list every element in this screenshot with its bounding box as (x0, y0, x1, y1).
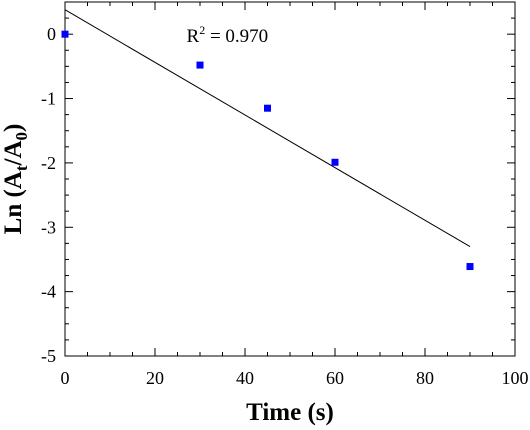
y-axis-title-sub1: t (12, 165, 31, 171)
data-point (61, 30, 69, 38)
x-tick-label: 100 (502, 368, 529, 388)
fit-line-layer (64, 9, 471, 248)
x-tick-label: 60 (326, 368, 344, 388)
data-point (264, 104, 271, 112)
annotation-superscript: 2 (199, 23, 205, 37)
annotation-base: R (187, 26, 200, 47)
y-axis-title-sub2: 0 (12, 132, 31, 141)
x-tick-label: 20 (146, 368, 164, 388)
y-axis-title: Ln (At/A0) (0, 124, 31, 235)
annotation-rest: = 0.970 (205, 26, 268, 47)
y-tick-label: -4 (41, 282, 56, 302)
data-point (466, 263, 474, 271)
y-axis-title-mid: /A (0, 140, 27, 166)
x-tick-label: 80 (416, 368, 434, 388)
r-squared-annotation: R2 = 0.970 (187, 23, 269, 47)
x-axis-title: Time (s) (246, 399, 334, 426)
y-tick-label: -3 (41, 217, 56, 237)
data-point (331, 158, 339, 166)
y-tick-label: 0 (47, 24, 56, 44)
y-tick-label: -5 (41, 346, 56, 366)
x-tick-label: 0 (61, 368, 70, 388)
y-axis-title-prefix: Ln (A (0, 171, 27, 234)
axes: 0 20 40 60 80 100 0 -1 -2 -3 -4 -5 (41, 1, 529, 388)
data-point (196, 61, 204, 69)
y-tick-label: -1 (41, 89, 56, 109)
data-points (61, 30, 474, 271)
y-tick-label: -2 (41, 153, 56, 173)
fit-line (64, 9, 471, 248)
x-tick-label: 40 (236, 368, 254, 388)
y-axis-title-suffix: ) (0, 124, 27, 132)
plot-frame (64, 1, 516, 357)
